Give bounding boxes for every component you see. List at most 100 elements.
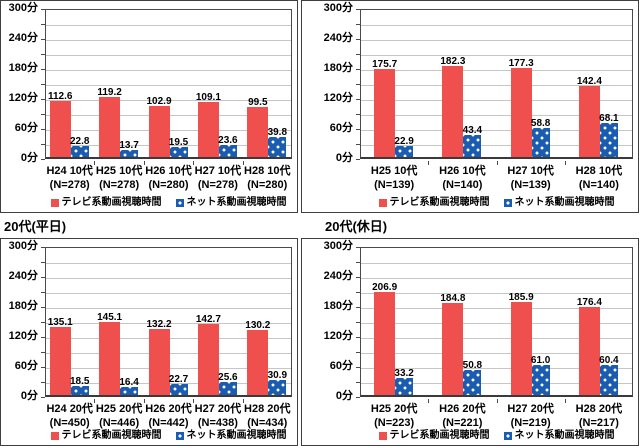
y-axis-tick — [356, 262, 360, 263]
legend-item-net: ネット系動画視聴時間 — [503, 430, 615, 442]
x-axis-label: H24 20代 — [46, 403, 93, 415]
x-axis-tick — [94, 161, 96, 165]
y-axis-tick — [356, 69, 360, 70]
y-axis-label: 0分 — [335, 152, 353, 164]
y-axis-tick — [356, 247, 360, 248]
net-bar — [531, 127, 550, 157]
legend-label-tv: テレビ系動画視聴時間 — [61, 197, 162, 208]
tv-bar — [510, 302, 532, 395]
x-axis-label: H25 20代 — [370, 403, 418, 415]
y-axis-tick — [356, 367, 360, 368]
tv-bar-value-label: 176.4 — [576, 296, 602, 308]
sample-size-label: (N=139) — [510, 179, 551, 191]
y-axis-label: 300分 — [323, 240, 353, 252]
net-legend-marker — [175, 199, 184, 207]
y-axis-tick — [356, 352, 360, 353]
tv-bar-value-label: 102.9 — [146, 95, 172, 107]
legend-item-tv: テレビ系動画視聴時間 — [50, 430, 162, 442]
tv-bar-value-label: 109.1 — [195, 92, 221, 104]
net-bar-value-label: 25.6 — [218, 372, 238, 384]
gridline — [361, 25, 632, 26]
x-axis-label: H28 10代 — [244, 165, 291, 177]
net-bar-value-label: 16.4 — [119, 376, 139, 388]
tv-bar — [148, 105, 170, 157]
legend-label-net: ネット系動画視聴時間 — [514, 197, 615, 208]
x-axis-label: H27 10代 — [194, 165, 242, 177]
y-axis-tick — [356, 99, 360, 100]
y-axis-label: 180分 — [8, 62, 38, 74]
net-bar — [169, 383, 188, 395]
legend: テレビ系動画視聴時間 ネット系動画視聴時間 — [45, 197, 292, 209]
y-axis-tick — [356, 54, 360, 55]
net-legend-marker — [503, 199, 512, 207]
gridline — [361, 100, 632, 101]
x-axis-label: H26 10代 — [145, 165, 192, 177]
net-bar — [268, 137, 287, 157]
net-bar — [120, 386, 139, 395]
net-bar-value-label: 22.7 — [168, 373, 189, 385]
gridline — [361, 55, 632, 56]
net-bar — [70, 145, 89, 157]
tv-bar-value-label: 175.7 — [372, 59, 398, 71]
y-axis-tick — [41, 84, 45, 85]
net-bar-value-label: 33.2 — [394, 368, 414, 380]
legend-item-tv: テレビ系動画視聴時間 — [378, 430, 490, 442]
tv-bar — [197, 323, 219, 395]
x-axis-label: H25 10代 — [95, 165, 143, 177]
gridline — [46, 293, 291, 294]
y-axis-tick — [41, 114, 45, 115]
y-axis-label: 240分 — [323, 270, 353, 282]
net-bar-value-label: 30.9 — [267, 369, 288, 381]
x-axis-label: H27 20代 — [194, 403, 242, 415]
net-bar-value-label: 60.4 — [599, 354, 619, 366]
tv-bar-value-label: 142.4 — [576, 75, 602, 87]
tv-bar-value-label: 119.2 — [97, 87, 122, 99]
x-axis-tick — [193, 161, 195, 165]
y-axis-tick — [41, 262, 45, 263]
y-axis-label: 240分 — [8, 32, 38, 44]
sample-size-label: (N=278) — [49, 179, 90, 191]
net-bar — [395, 145, 414, 157]
y-axis-label: 180分 — [323, 300, 353, 312]
x-axis-tick — [564, 161, 566, 165]
tv-bar — [578, 306, 600, 395]
y-axis-tick — [41, 292, 45, 293]
legend-item-net: ネット系動画視聴時間 — [175, 197, 287, 209]
y-axis-tick — [356, 129, 360, 130]
y-axis-tick — [41, 99, 45, 100]
sample-size-label: (N=446) — [99, 417, 140, 429]
x-axis-label: H28 20代 — [244, 403, 291, 415]
legend-label-tv: テレビ系動画視聴時間 — [61, 430, 162, 441]
gridline — [361, 145, 632, 146]
x-axis-label: H28 10代 — [575, 165, 623, 177]
tv-bar — [247, 329, 269, 395]
legend: テレビ系動画視聴時間 ネット系動画視聴時間 — [45, 430, 292, 442]
legend-label-tv: テレビ系動画視聴時間 — [389, 197, 490, 208]
gridline — [361, 40, 632, 41]
net-bar-value-label: 68.1 — [599, 112, 619, 124]
legend-label-net: ネット系動画視聴時間 — [186, 430, 287, 441]
tv-legend-marker — [378, 199, 387, 207]
x-axis-tick — [193, 399, 195, 403]
x-axis-label: H25 20代 — [95, 403, 143, 415]
legend-label-net: ネット系動画視聴時間 — [186, 197, 287, 208]
x-axis-tick — [143, 399, 145, 403]
tv-bar — [442, 302, 464, 395]
net-bar — [169, 147, 188, 157]
legend-label-tv: テレビ系動画視聴時間 — [389, 430, 490, 441]
tv-bar — [374, 291, 396, 395]
y-axis-tick — [41, 129, 45, 130]
gridline — [361, 293, 632, 294]
legend-item-tv: テレビ系動画視聴時間 — [50, 197, 162, 209]
net-bar — [218, 145, 237, 157]
x-axis-tick — [428, 399, 430, 403]
gridline — [46, 25, 291, 26]
tv-bar — [247, 107, 269, 157]
sample-size-label: (N=278) — [197, 179, 238, 191]
y-axis-tick — [41, 247, 45, 248]
y-axis-tick — [41, 352, 45, 353]
x-axis-label: H26 10代 — [439, 165, 486, 177]
y-axis-tick — [41, 322, 45, 323]
net-bar — [599, 122, 618, 157]
gridline — [361, 368, 632, 369]
